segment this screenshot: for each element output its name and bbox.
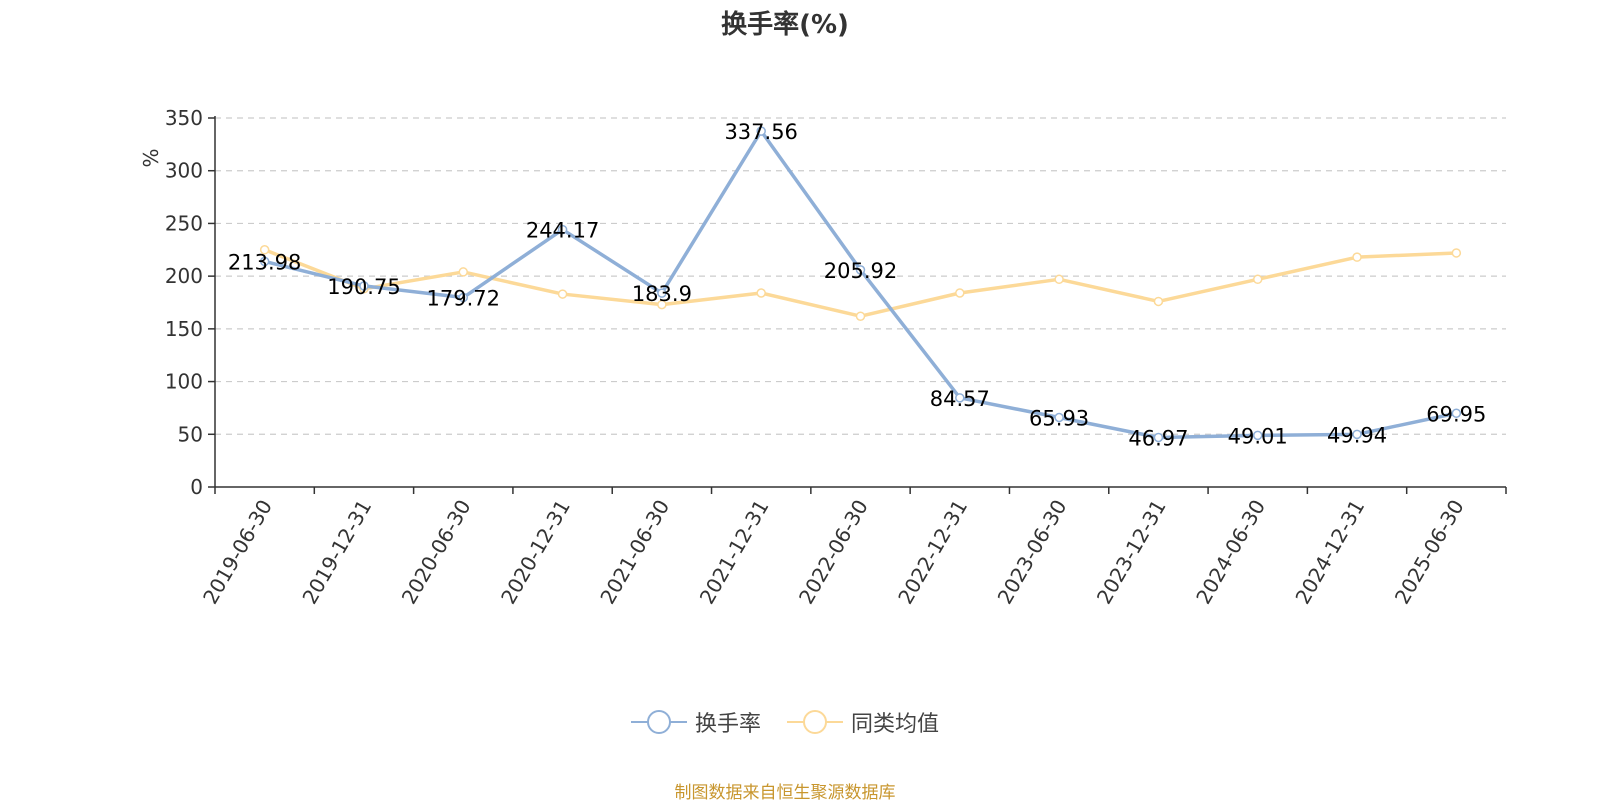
- legend: 换手率 同类均值: [0, 706, 1570, 738]
- data-label: 84.57: [930, 387, 990, 411]
- series-1-point: [855, 311, 866, 321]
- x-tick-label: 2025-06-30: [1390, 496, 1469, 609]
- data-label: 49.94: [1327, 423, 1387, 447]
- series-0-point: [657, 288, 667, 298]
- legend-item-1[interactable]: 同类均值: [787, 706, 939, 738]
- series-0-point: [1153, 432, 1164, 443]
- x-tick-label: 2024-06-30: [1191, 496, 1270, 609]
- y-tick-label: 100: [165, 370, 203, 394]
- y-tick-label: 50: [178, 422, 203, 446]
- series-0-point: [1451, 408, 1462, 419]
- series-0-point: [259, 256, 270, 267]
- data-label: 179.72: [427, 287, 500, 311]
- y-tick-label: 200: [165, 264, 203, 288]
- series-0-point: [557, 224, 568, 235]
- series-0-point: [756, 126, 766, 136]
- data-label: 213.98: [228, 250, 301, 274]
- x-tick-label: 2020-06-30: [397, 496, 476, 609]
- series-0-point: [1352, 429, 1362, 440]
- series-1-point: [1252, 274, 1263, 285]
- series-1-point: [1451, 248, 1462, 258]
- legend-label: 同类均值: [851, 712, 940, 737]
- chart-title: 换手率(%): [721, 10, 849, 40]
- y-axis-label: %: [139, 148, 163, 167]
- data-label: 69.95: [1426, 402, 1486, 426]
- data-labels: 213.98 190.75 179.72 244.17 183.9 337.56 205.9…: [228, 120, 1486, 450]
- y-tick-label: 0: [190, 475, 203, 499]
- series-line-0: [264, 129, 1457, 440]
- series-1-point: [1352, 252, 1362, 262]
- series-0-point: [1054, 412, 1064, 423]
- series-1-point: [955, 288, 965, 298]
- y-tick-label: 350: [165, 106, 203, 130]
- data-label: 244.17: [526, 219, 599, 243]
- y-tick-label: 150: [165, 317, 203, 341]
- series-1-point: [657, 299, 667, 310]
- source-note: 制图数据来自恒生聚源数据库: [674, 783, 896, 803]
- y-tick-label: 300: [165, 159, 203, 183]
- data-label: 183.9: [632, 282, 692, 306]
- series-1-point: [557, 289, 568, 299]
- series-1-point: [458, 267, 469, 277]
- series-lines: [259, 126, 1462, 443]
- data-label: 337.56: [724, 120, 797, 144]
- x-tick-label: 2023-12-31: [1092, 496, 1171, 609]
- x-tick-label: 2019-06-30: [198, 496, 277, 609]
- series-1-point: [1054, 274, 1064, 285]
- x-tick-label: 2024-12-31: [1290, 496, 1369, 609]
- series-1-point: [756, 288, 766, 298]
- x-tick-label: 2023-06-30: [993, 496, 1072, 609]
- y-tick-label: 250: [165, 211, 203, 235]
- data-label: 46.97: [1128, 426, 1188, 450]
- x-tick-label: 2022-06-30: [794, 496, 873, 609]
- data-label: 65.93: [1029, 406, 1089, 430]
- x-tick-label: 2021-12-31: [695, 496, 774, 609]
- data-label: 190.75: [327, 275, 400, 299]
- x-tick-label: 2021-06-30: [595, 496, 674, 609]
- x-tick-label: 2020-12-31: [496, 496, 575, 609]
- legend-label: 换手率: [694, 712, 761, 737]
- series-0-point: [1252, 430, 1263, 441]
- legend-circle-icon: [787, 710, 843, 734]
- legend-item-0[interactable]: 换手率: [630, 706, 761, 738]
- data-label: 205.92: [824, 259, 897, 283]
- x-tick-label: 2022-12-31: [893, 495, 972, 608]
- data-label: 49.01: [1228, 424, 1288, 448]
- axes: 0 50 100 150 200 250 300 350% 2019-06-30 2019-12-…: [139, 106, 1507, 609]
- series-0-point: [955, 393, 965, 403]
- series-0-point: [855, 265, 866, 275]
- series-1-point: [259, 245, 270, 255]
- legend-circle-icon: [630, 710, 687, 734]
- x-tick-label: 2019-12-31: [297, 496, 376, 609]
- series-0-point: [458, 292, 469, 303]
- series-1-point: [1153, 296, 1164, 307]
- series-0-point: [359, 281, 369, 291]
